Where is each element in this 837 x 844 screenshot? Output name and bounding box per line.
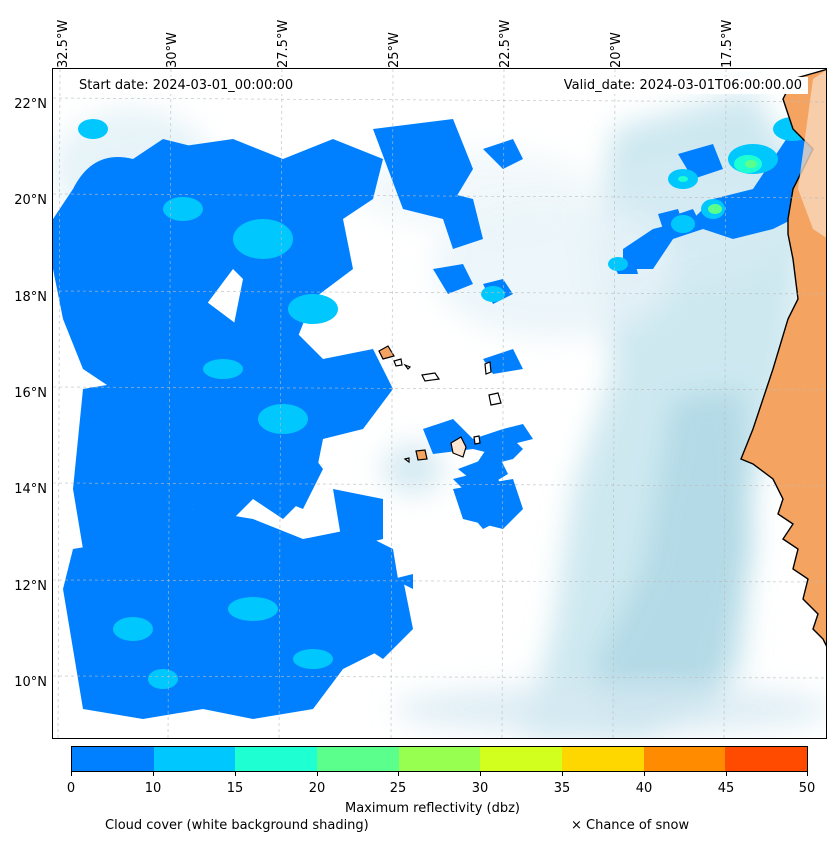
colorbar-tick-15: 15 — [226, 781, 244, 796]
lat-label-12n: 12°N — [14, 579, 47, 594]
start-date-label: Start date: 2024-03-01_00:00:00 — [73, 77, 300, 94]
valid-date-label: Valid_date: 2024-03-01T06:00:00.00 — [557, 77, 808, 94]
colorbar-segment-2 — [235, 747, 318, 771]
cloud-cover-caption: Cloud cover (white background shading) — [105, 818, 369, 833]
map-canvas — [53, 69, 826, 738]
lon-label-27-5w: 27.5°W — [276, 19, 291, 68]
snow-caption: × Chance of snow — [571, 818, 690, 833]
lat-label-18n: 18°N — [14, 290, 47, 305]
colorbar-title: Maximum reflectivity (dbz) — [345, 801, 520, 816]
lat-label-20n: 20°N — [14, 193, 47, 208]
lon-label-22-5w: 22.5°W — [498, 19, 513, 68]
colorbar-segment-7 — [643, 747, 726, 771]
colorbar-tick-45: 45 — [717, 781, 735, 796]
lon-label-25w: 25°W — [387, 32, 402, 68]
gridlines — [53, 69, 826, 738]
colorbar-tick-25: 25 — [389, 781, 407, 796]
coastal-haze — [798, 70, 826, 238]
colorbar-tick-0: 0 — [66, 781, 76, 796]
colorbar-segment-5 — [480, 747, 563, 771]
colorbar-tick-40: 40 — [635, 781, 653, 796]
colorbar-segment-1 — [153, 747, 236, 771]
lon-label-32-5w: 32.5°W — [56, 19, 71, 68]
colorbar-tick-50: 50 — [798, 781, 816, 796]
lat-label-22n: 22°N — [14, 97, 47, 112]
lat-label-16n: 16°N — [14, 386, 47, 401]
colorbar-segment-8 — [725, 747, 808, 771]
lon-label-30w: 30°W — [165, 32, 180, 68]
colorbar-segment-4 — [398, 747, 481, 771]
lat-label-14n: 14°N — [14, 482, 47, 497]
colorbar-tick-10: 10 — [144, 781, 162, 796]
colorbar-tick-20: 20 — [308, 781, 326, 796]
african-coastline — [740, 69, 826, 647]
colorbar-tick-30: 30 — [471, 781, 489, 796]
colorbar-tick-35: 35 — [553, 781, 571, 796]
reflectivity-15-25 — [678, 155, 762, 214]
reflectivity-colorbar — [71, 746, 808, 772]
colorbar-segment-6 — [562, 747, 644, 771]
map-panel[interactable]: Start date: 2024-03-01_00:00:00 Valid_da… — [52, 68, 827, 739]
colorbar-segment-3 — [317, 747, 399, 771]
lon-label-20w: 20°W — [609, 32, 624, 68]
lat-label-10n: 10°N — [14, 675, 47, 690]
colorbar-segment-0 — [72, 747, 154, 771]
cloud-cover-shading — [53, 89, 826, 738]
cape-verde-islands — [378, 345, 502, 464]
lon-label-17-5w: 17.5°W — [720, 19, 735, 68]
